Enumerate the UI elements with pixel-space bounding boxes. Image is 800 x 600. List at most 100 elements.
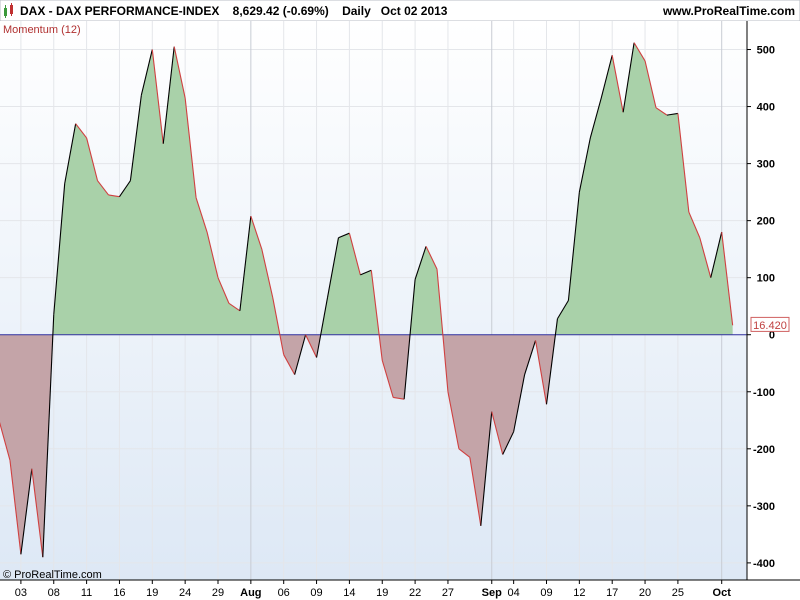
momentum-segment [305,334,318,358]
momentum-segment [9,460,22,555]
x-tick-label: 16 [113,587,125,599]
chart-title: DAX - DAX PERFORMANCE-INDEX 8,629.42 (-0… [20,4,448,18]
x-tick-label: Aug [240,587,261,599]
momentum-segment [556,300,569,320]
momentum-segment [42,314,55,558]
momentum-segment [64,123,77,184]
x-tick-label: 14 [343,587,355,599]
y-tick-label: -400 [753,558,775,570]
momentum-segment [326,237,339,298]
momentum-segment [567,192,580,301]
momentum-segment [721,231,734,326]
x-tick-label: 06 [278,587,290,599]
x-tick-label: 27 [442,587,454,599]
momentum-segment [633,42,646,62]
momentum-segment [578,137,591,193]
copyright-label: © ProRealTime.com [3,569,102,581]
time-axis [0,580,800,600]
momentum-segment [140,49,153,96]
x-tick-label: 22 [409,587,421,599]
momentum-segment [86,137,99,181]
momentum-segment [206,231,219,278]
momentum-segment [524,340,537,375]
momentum-segment [97,180,109,196]
momentum-segment [677,113,690,213]
momentum-segment [403,279,416,400]
x-tick-label: 19 [376,587,388,599]
momentum-segment [239,216,252,311]
momentum-segment [480,411,493,526]
momentum-segment [513,374,526,432]
momentum-segment [272,297,285,355]
momentum-segment [129,95,142,181]
momentum-segment [261,249,274,298]
momentum-segment [75,123,88,139]
x-tick-label: 25 [672,587,684,599]
positive-area [320,233,380,335]
y-tick-label: -200 [753,444,775,456]
x-tick-label: 20 [639,587,651,599]
positive-area [555,42,733,335]
y-tick-label: -300 [753,501,775,513]
last-value-badge: 16.420 [750,316,790,332]
y-tick-label: 200 [757,216,775,228]
momentum-segment [20,468,33,555]
momentum-segment [184,97,197,198]
momentum-segment [611,55,624,113]
x-tick-label: 24 [179,587,191,599]
momentum-segment [381,360,394,398]
x-tick-label: 09 [540,587,552,599]
momentum-segment [294,334,307,375]
momentum-segment [589,97,602,139]
y-tick-label: 100 [757,273,775,285]
momentum-segment [469,457,482,526]
momentum-segment [699,237,712,278]
momentum-segment [0,421,11,461]
momentum-segment [370,270,383,361]
negative-area [442,334,556,526]
price-axis [747,21,800,580]
momentum-segment [316,297,329,358]
negative-area [379,334,411,400]
x-tick-label: 08 [48,587,60,599]
momentum-segment [666,112,678,116]
momentum-segment [414,246,427,280]
momentum-segment [710,231,723,278]
momentum-segment [31,468,44,558]
x-tick-label: 12 [573,587,585,599]
x-tick-label: 04 [508,587,520,599]
momentum-segment [228,302,241,312]
x-tick-label: Oct [713,587,732,599]
momentum-segment [688,211,701,238]
momentum-segment [655,107,668,116]
negative-area [0,334,53,558]
momentum-segment [217,277,230,304]
y-tick-label: 500 [757,45,775,57]
momentum-segment [447,391,460,449]
momentum-segment [425,246,438,270]
site-url[interactable]: www.ProRealTime.com [662,4,795,18]
x-tick-label: Sep [482,587,502,599]
y-tick-label: 400 [757,102,775,114]
momentum-segment [348,233,361,275]
momentum-segment [502,431,515,455]
x-tick-label: 09 [310,587,322,599]
x-tick-label: 11 [81,587,92,599]
y-axis-ticks: 500 400 300 200 100 0 -100 -200 -300 -400 [747,45,775,570]
momentum-segment [151,49,164,144]
momentum-segment [545,318,558,405]
momentum-segment [622,42,635,113]
momentum-segment [173,46,186,99]
momentum-segment [53,183,66,315]
momentum-segment [108,194,120,198]
last-value: 16.420 [753,320,787,332]
momentum-segment [250,215,263,250]
momentum-segment [458,448,471,458]
x-axis-ticks: 03 08 11 16 19 24 29 Aug 06 09 14 19 22 27 Sep 04 09 12 17… [15,580,731,599]
x-tick-label: 03 [15,587,27,599]
y-tick-label: 0 [769,330,775,342]
indicator-label: Momentum (12) [3,24,81,36]
y-tick-label: 300 [757,159,775,171]
